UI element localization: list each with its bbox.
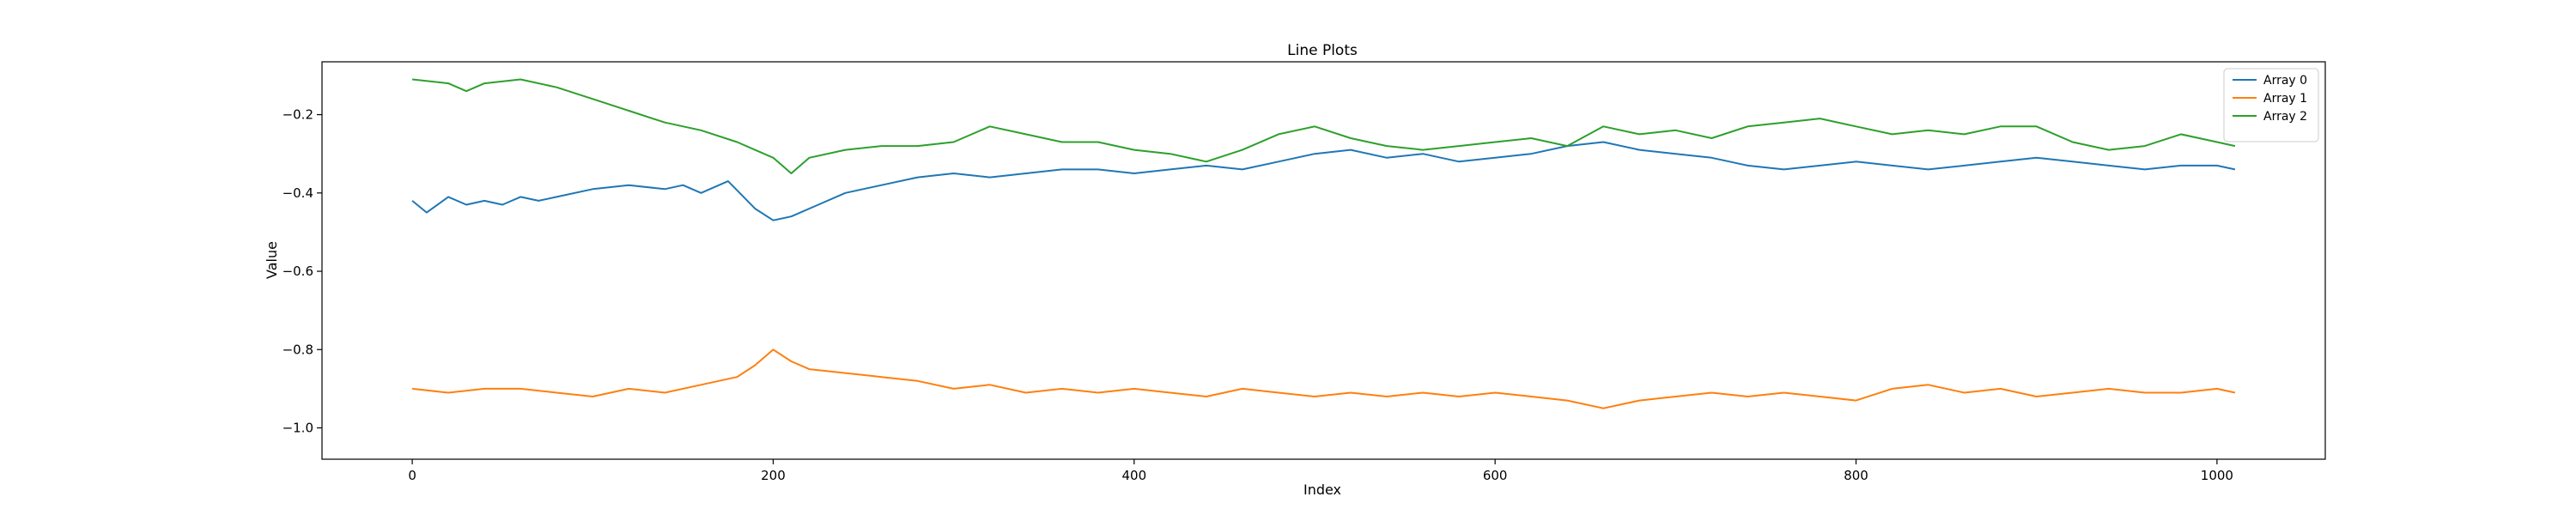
y-tick-label: −1.0	[283, 421, 313, 436]
series-layer	[411, 78, 2236, 409]
y-tick-label: −0.4	[283, 185, 313, 201]
chart-title: Line Plots	[1287, 42, 1358, 59]
x-tick-label: 400	[1121, 468, 1146, 483]
axes-layer: 0 200 400 600 800 1000 −1.0 −0.8 −0.6 −0.4 −0.2	[283, 61, 2326, 483]
x-axis-label: Index	[1303, 482, 1341, 498]
y-tick-label: −0.6	[283, 264, 313, 279]
y-tick-label: −0.2	[283, 107, 313, 123]
plot-frame	[321, 61, 2326, 460]
y-axis-label: Value	[264, 241, 280, 279]
y-tick-label: −0.8	[283, 342, 313, 357]
x-tick-label: 0	[408, 468, 416, 483]
legend-label: Array 0	[2263, 74, 2307, 88]
legend-label: Array 1	[2263, 92, 2307, 106]
legend: Array 0 Array 1 Array 2	[2223, 68, 2319, 142]
x-tick-label: 200	[761, 468, 786, 483]
series-line-2	[411, 78, 2236, 174]
x-tick-label: 800	[1844, 468, 1868, 483]
x-tick-label: 1000	[2201, 468, 2233, 483]
series-line-0	[411, 141, 2236, 221]
series-line-1	[411, 348, 2236, 409]
x-tick-label: 600	[1483, 468, 1508, 483]
legend-label: Array 2	[2263, 110, 2307, 124]
legend-box	[2223, 68, 2319, 142]
